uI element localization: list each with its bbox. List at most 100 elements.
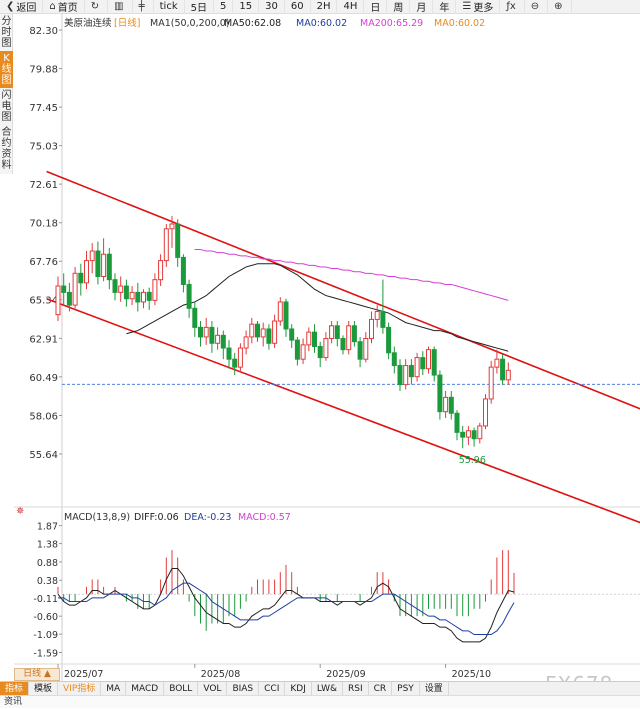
sidebar-item-0[interactable]: 分时图	[0, 14, 13, 51]
sidebar-item-3[interactable]: 合约资料	[0, 125, 13, 173]
candle-body	[386, 326, 392, 354]
toolbar-period-15[interactable]: 月	[410, 0, 434, 14]
macd-tick-label: 0.88	[37, 558, 58, 569]
toolbar-period-10[interactable]: 60	[285, 0, 311, 14]
toolbar-label: 30	[265, 1, 278, 12]
chart-area[interactable]: 82.30 79.88 77.45 75.03 72.61 70.18 67.76 65.34…	[14, 14, 640, 681]
toolbar-zoom-out[interactable]: ⊖	[525, 0, 549, 14]
sidebar-item-2[interactable]: 闪电图	[0, 88, 13, 125]
bar-chart-icon: ▥	[114, 1, 124, 12]
legend-ma200: MA200:65.29	[360, 18, 423, 29]
candle-body	[454, 412, 460, 433]
candle-body	[89, 250, 95, 262]
candle-body	[363, 338, 369, 360]
candle-body	[215, 334, 221, 344]
time-tick-label: 2025/07	[64, 669, 103, 680]
indicator-tab-3[interactable]: MA	[101, 681, 127, 696]
toolbar-period-6[interactable]: 5日	[185, 0, 214, 14]
zoom-out-icon: ⊖	[530, 1, 540, 12]
lower-channel-line	[46, 298, 640, 524]
indicator-tab-11[interactable]: RSI	[343, 681, 369, 696]
toolbar-label: 周	[393, 3, 404, 14]
toolbar-label: 年	[439, 3, 450, 14]
indicator-tab-14[interactable]: 设置	[420, 681, 449, 696]
indicator-tab-1[interactable]: 模板	[29, 681, 59, 696]
candle-body	[340, 338, 346, 351]
legend-ma1-label: MA1(50,0,200,0)	[150, 18, 230, 29]
sidebar-char: 图	[1, 75, 12, 86]
toolbar-period-7[interactable]: 5	[214, 0, 234, 14]
toolbar-period-5[interactable]: tick	[154, 0, 185, 14]
kline-chart-svg[interactable]: 82.30 79.88 77.45 75.03 72.61 70.18 67.76 65.34…	[14, 14, 640, 681]
candle-body	[72, 272, 78, 306]
candle-body	[220, 334, 226, 349]
candle-body	[494, 358, 500, 368]
toolbar-menu[interactable]: ☰ 更多	[456, 0, 501, 14]
period-selector[interactable]: 日线 ▲	[14, 668, 60, 681]
indicator-tab-5[interactable]: BOLL	[164, 681, 199, 696]
toolbar-label: 更多	[473, 3, 494, 14]
price-tick-label: 55.64	[29, 450, 58, 461]
toolbar-candle[interactable]: ╪	[133, 0, 154, 14]
candle-body	[272, 320, 278, 344]
time-tick-label: 2025/10	[452, 669, 491, 680]
toolbar-function[interactable]: ƒx	[500, 0, 525, 14]
candle-body	[249, 323, 255, 338]
indicator-tab-2[interactable]: VIP指标	[58, 681, 102, 696]
toolbar-period-9[interactable]: 30	[259, 0, 285, 14]
candle-body	[317, 345, 323, 359]
time-tick-label: 2025/09	[326, 669, 365, 680]
candle-body	[129, 291, 135, 300]
toolbar-period-11[interactable]: 2H	[311, 0, 338, 14]
toolbar-bar-chart[interactable]: ▥	[108, 0, 133, 14]
candle-body	[61, 285, 67, 293]
sidebar-char: 线	[1, 64, 12, 75]
candle-body	[465, 430, 471, 438]
indicator-tab-9[interactable]: KDJ	[285, 681, 312, 696]
toolbar-period-16[interactable]: 年	[433, 0, 457, 14]
indicator-tab-0[interactable]: 指标	[0, 681, 30, 696]
toolbar-period-13[interactable]: 日	[364, 0, 388, 14]
price-tick-label: 82.30	[29, 26, 58, 37]
candle-body	[78, 272, 84, 284]
candle-body	[158, 260, 164, 281]
toolbar-refresh[interactable]: ↻	[85, 0, 109, 14]
indicator-tab-8[interactable]: CCI	[259, 681, 286, 696]
candle-body	[163, 228, 169, 262]
candle-body	[397, 365, 403, 386]
sidebar-char: 闪	[1, 90, 12, 101]
toolbar-period-12[interactable]: 4H	[337, 0, 365, 14]
sidebar-char: K	[3, 53, 10, 64]
indicator-tab-12[interactable]: CR	[369, 681, 393, 696]
indicator-tab-4[interactable]: MACD	[126, 681, 165, 696]
indicator-tab-7[interactable]: BIAS	[227, 681, 260, 696]
sidebar-char: 图	[1, 38, 12, 49]
macd-legend-label: MACD(13,8,9)	[64, 512, 130, 523]
toolbar-label: tick	[159, 1, 178, 12]
toolbar-home[interactable]: ⌂ 首页	[43, 0, 85, 14]
candle-body	[351, 325, 357, 343]
candle-body	[101, 253, 107, 277]
function-icon: ƒx	[506, 1, 516, 12]
candle-body	[260, 328, 266, 338]
candle-body	[175, 223, 181, 258]
price-tick-label: 60.49	[29, 373, 58, 384]
indicator-tab-6[interactable]: VOL	[198, 681, 228, 696]
indicator-tab-10[interactable]: LW&	[312, 681, 343, 696]
candle-body	[255, 323, 260, 338]
toolbar-period-8[interactable]: 15	[233, 0, 260, 14]
toolbar-period-14[interactable]: 周	[387, 0, 411, 14]
candle-body	[323, 338, 329, 359]
candle-body	[391, 352, 397, 367]
toolbar-zoom-in[interactable]: ⊕	[548, 0, 572, 14]
indicator-tab-13[interactable]: PSY	[392, 681, 420, 696]
candle-body	[277, 301, 283, 322]
toolbar-back-arrow[interactable]: ❮ 返回	[0, 0, 44, 14]
macd-legend-diff: DIFF:0.06	[134, 512, 179, 523]
candle-body	[294, 339, 300, 360]
sidebar-char: 合	[1, 127, 12, 138]
macd-tick-label: 0.38	[37, 576, 58, 587]
price-tick-label: 65.34	[29, 296, 58, 307]
